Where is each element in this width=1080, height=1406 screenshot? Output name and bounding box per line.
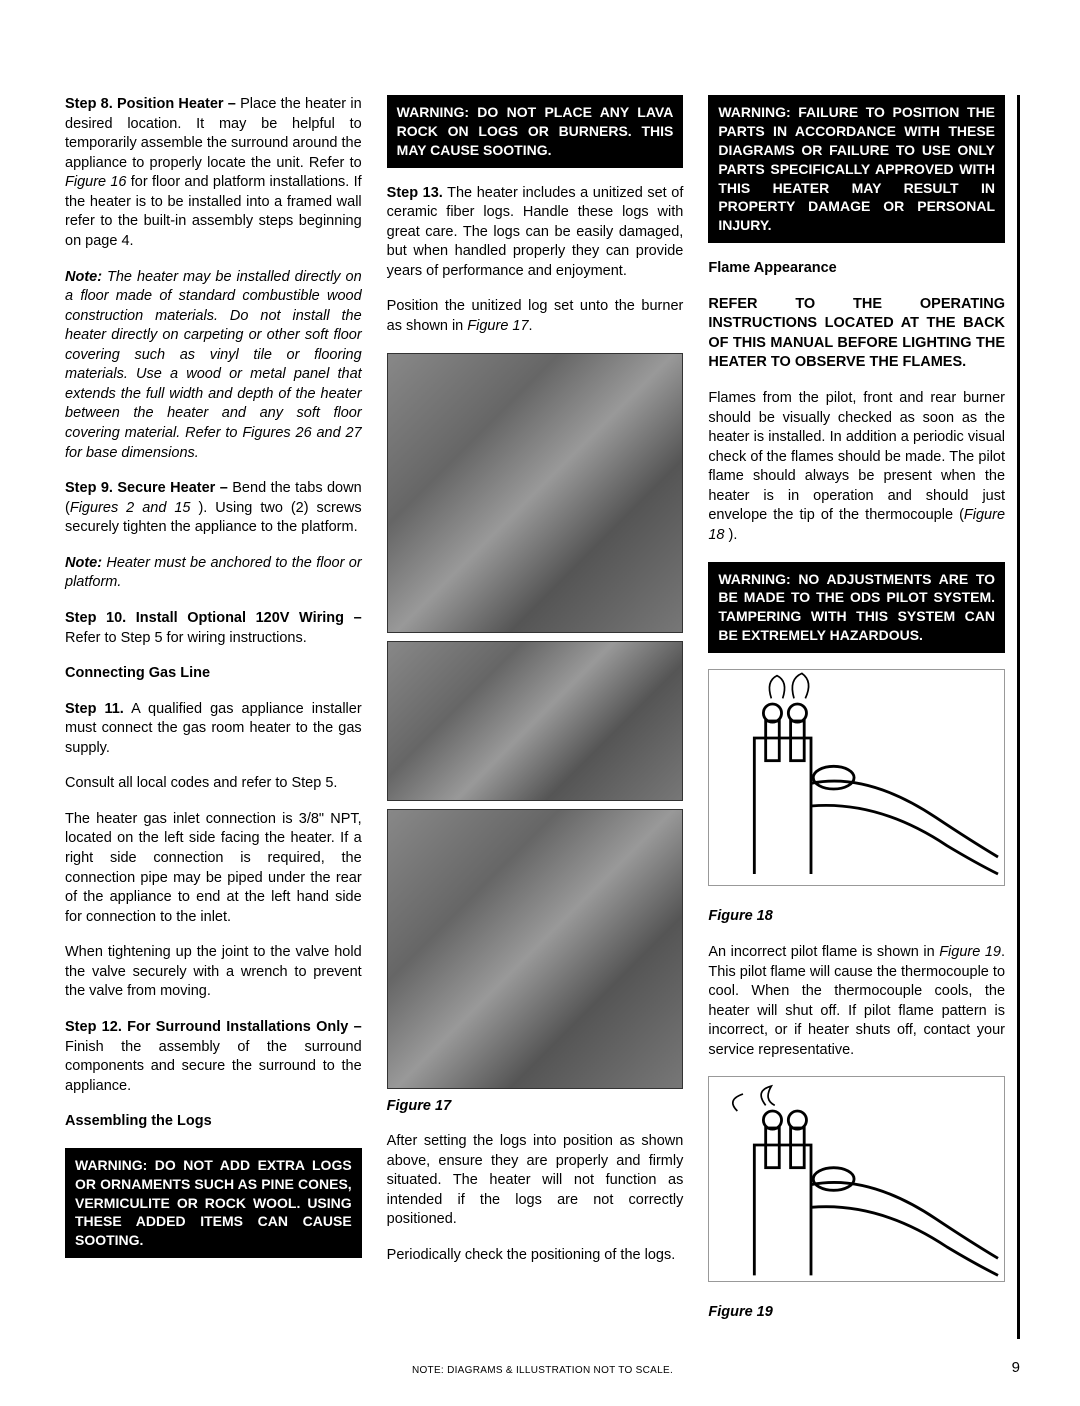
step-13: Step 13. The heater includes a unitized …: [387, 184, 684, 282]
step-9: Step 9. Secure Heater – Bend the tabs do…: [65, 479, 362, 538]
tighten-joint: When tightening up the joint to the valv…: [65, 943, 362, 1002]
figure-17-image-top: [387, 353, 684, 633]
step-8: Step 8. Position Heater – Place the heat…: [65, 95, 362, 252]
assembling-logs-heading: Assembling the Logs: [65, 1112, 362, 1132]
periodically-check: Periodically check the positioning of th…: [387, 1246, 684, 1266]
note-1: Note: The heater may be installed direct…: [65, 268, 362, 464]
step-11-title: Step 11.: [65, 701, 124, 717]
warning-extra-logs: WARNING: DO NOT ADD EXTRA LOGS OR ORNAME…: [65, 1148, 362, 1258]
step-11: Step 11. A qualified gas appliance insta…: [65, 700, 362, 759]
consult-codes: Consult all local codes and refer to Ste…: [65, 774, 362, 794]
figure-19-caption: Figure 19: [708, 1303, 1005, 1323]
figure-19-diagram: [708, 1076, 1005, 1282]
warning-lava-rock: WARNING: DO NOT PLACE ANY LAVA ROCK ON L…: [387, 95, 684, 168]
step-9-title: Step 9. Secure Heater –: [65, 480, 232, 496]
step-13-title: Step 13.: [387, 185, 443, 201]
step-8-title: Step 8. Position Heater –: [65, 96, 240, 112]
three-column-layout: Step 8. Position Heater – Place the heat…: [65, 95, 1020, 1339]
footer-note: NOTE: DIAGRAMS & ILLUSTRATION NOT TO SCA…: [95, 1365, 990, 1376]
figure-17-image-bottom: [387, 809, 684, 1089]
incorrect-pilot-flame: An incorrect pilot flame is shown in Fig…: [708, 943, 1005, 1060]
flame-appearance-heading: Flame Appearance: [708, 259, 1005, 279]
note-2: Note: Heater must be anchored to the flo…: [65, 554, 362, 593]
figure-17-image-middle: [387, 641, 684, 801]
refer-operating-instructions: REFER TO THE OPERATING INSTRUCTIONS LOCA…: [708, 295, 1005, 373]
after-setting-logs: After setting the logs into position as …: [387, 1132, 684, 1230]
connecting-gas-line-heading: Connecting Gas Line: [65, 664, 362, 684]
warning-failure-position: WARNING: FAILURE TO POSITION THE PARTS I…: [708, 95, 1005, 243]
step-12: Step 12. For Surround Installations Only…: [65, 1018, 362, 1096]
page-footer: NOTE: DIAGRAMS & ILLUSTRATION NOT TO SCA…: [65, 1359, 1020, 1376]
inlet-connection: The heater gas inlet connection is 3/8" …: [65, 810, 362, 927]
step-12-title: Step 12. For Surround Installations Only…: [65, 1019, 362, 1035]
position-log-set: Position the unitized log set unto the b…: [387, 297, 684, 336]
note-2-title: Note:: [65, 555, 106, 571]
figure-18-caption: Figure 18: [708, 907, 1005, 927]
figure-17-caption: Figure 17: [387, 1097, 684, 1117]
column-1: Step 8. Position Heater – Place the heat…: [65, 95, 362, 1339]
note-1-title: Note:: [65, 269, 107, 285]
step-10: Step 10. Install Optional 120V Wiring – …: [65, 609, 362, 648]
column-2: WARNING: DO NOT PLACE ANY LAVA ROCK ON L…: [387, 95, 684, 1339]
column-3: WARNING: FAILURE TO POSITION THE PARTS I…: [708, 95, 1020, 1339]
warning-ods-pilot: WARNING: NO ADJUSTMENTS ARE TO BE MADE T…: [708, 562, 1005, 654]
figure-18-diagram: [708, 669, 1005, 886]
step-10-title: Step 10. Install Optional 120V Wiring –: [65, 610, 362, 626]
page-number: 9: [990, 1359, 1020, 1376]
flames-description: Flames from the pilot, front and rear bu…: [708, 389, 1005, 546]
